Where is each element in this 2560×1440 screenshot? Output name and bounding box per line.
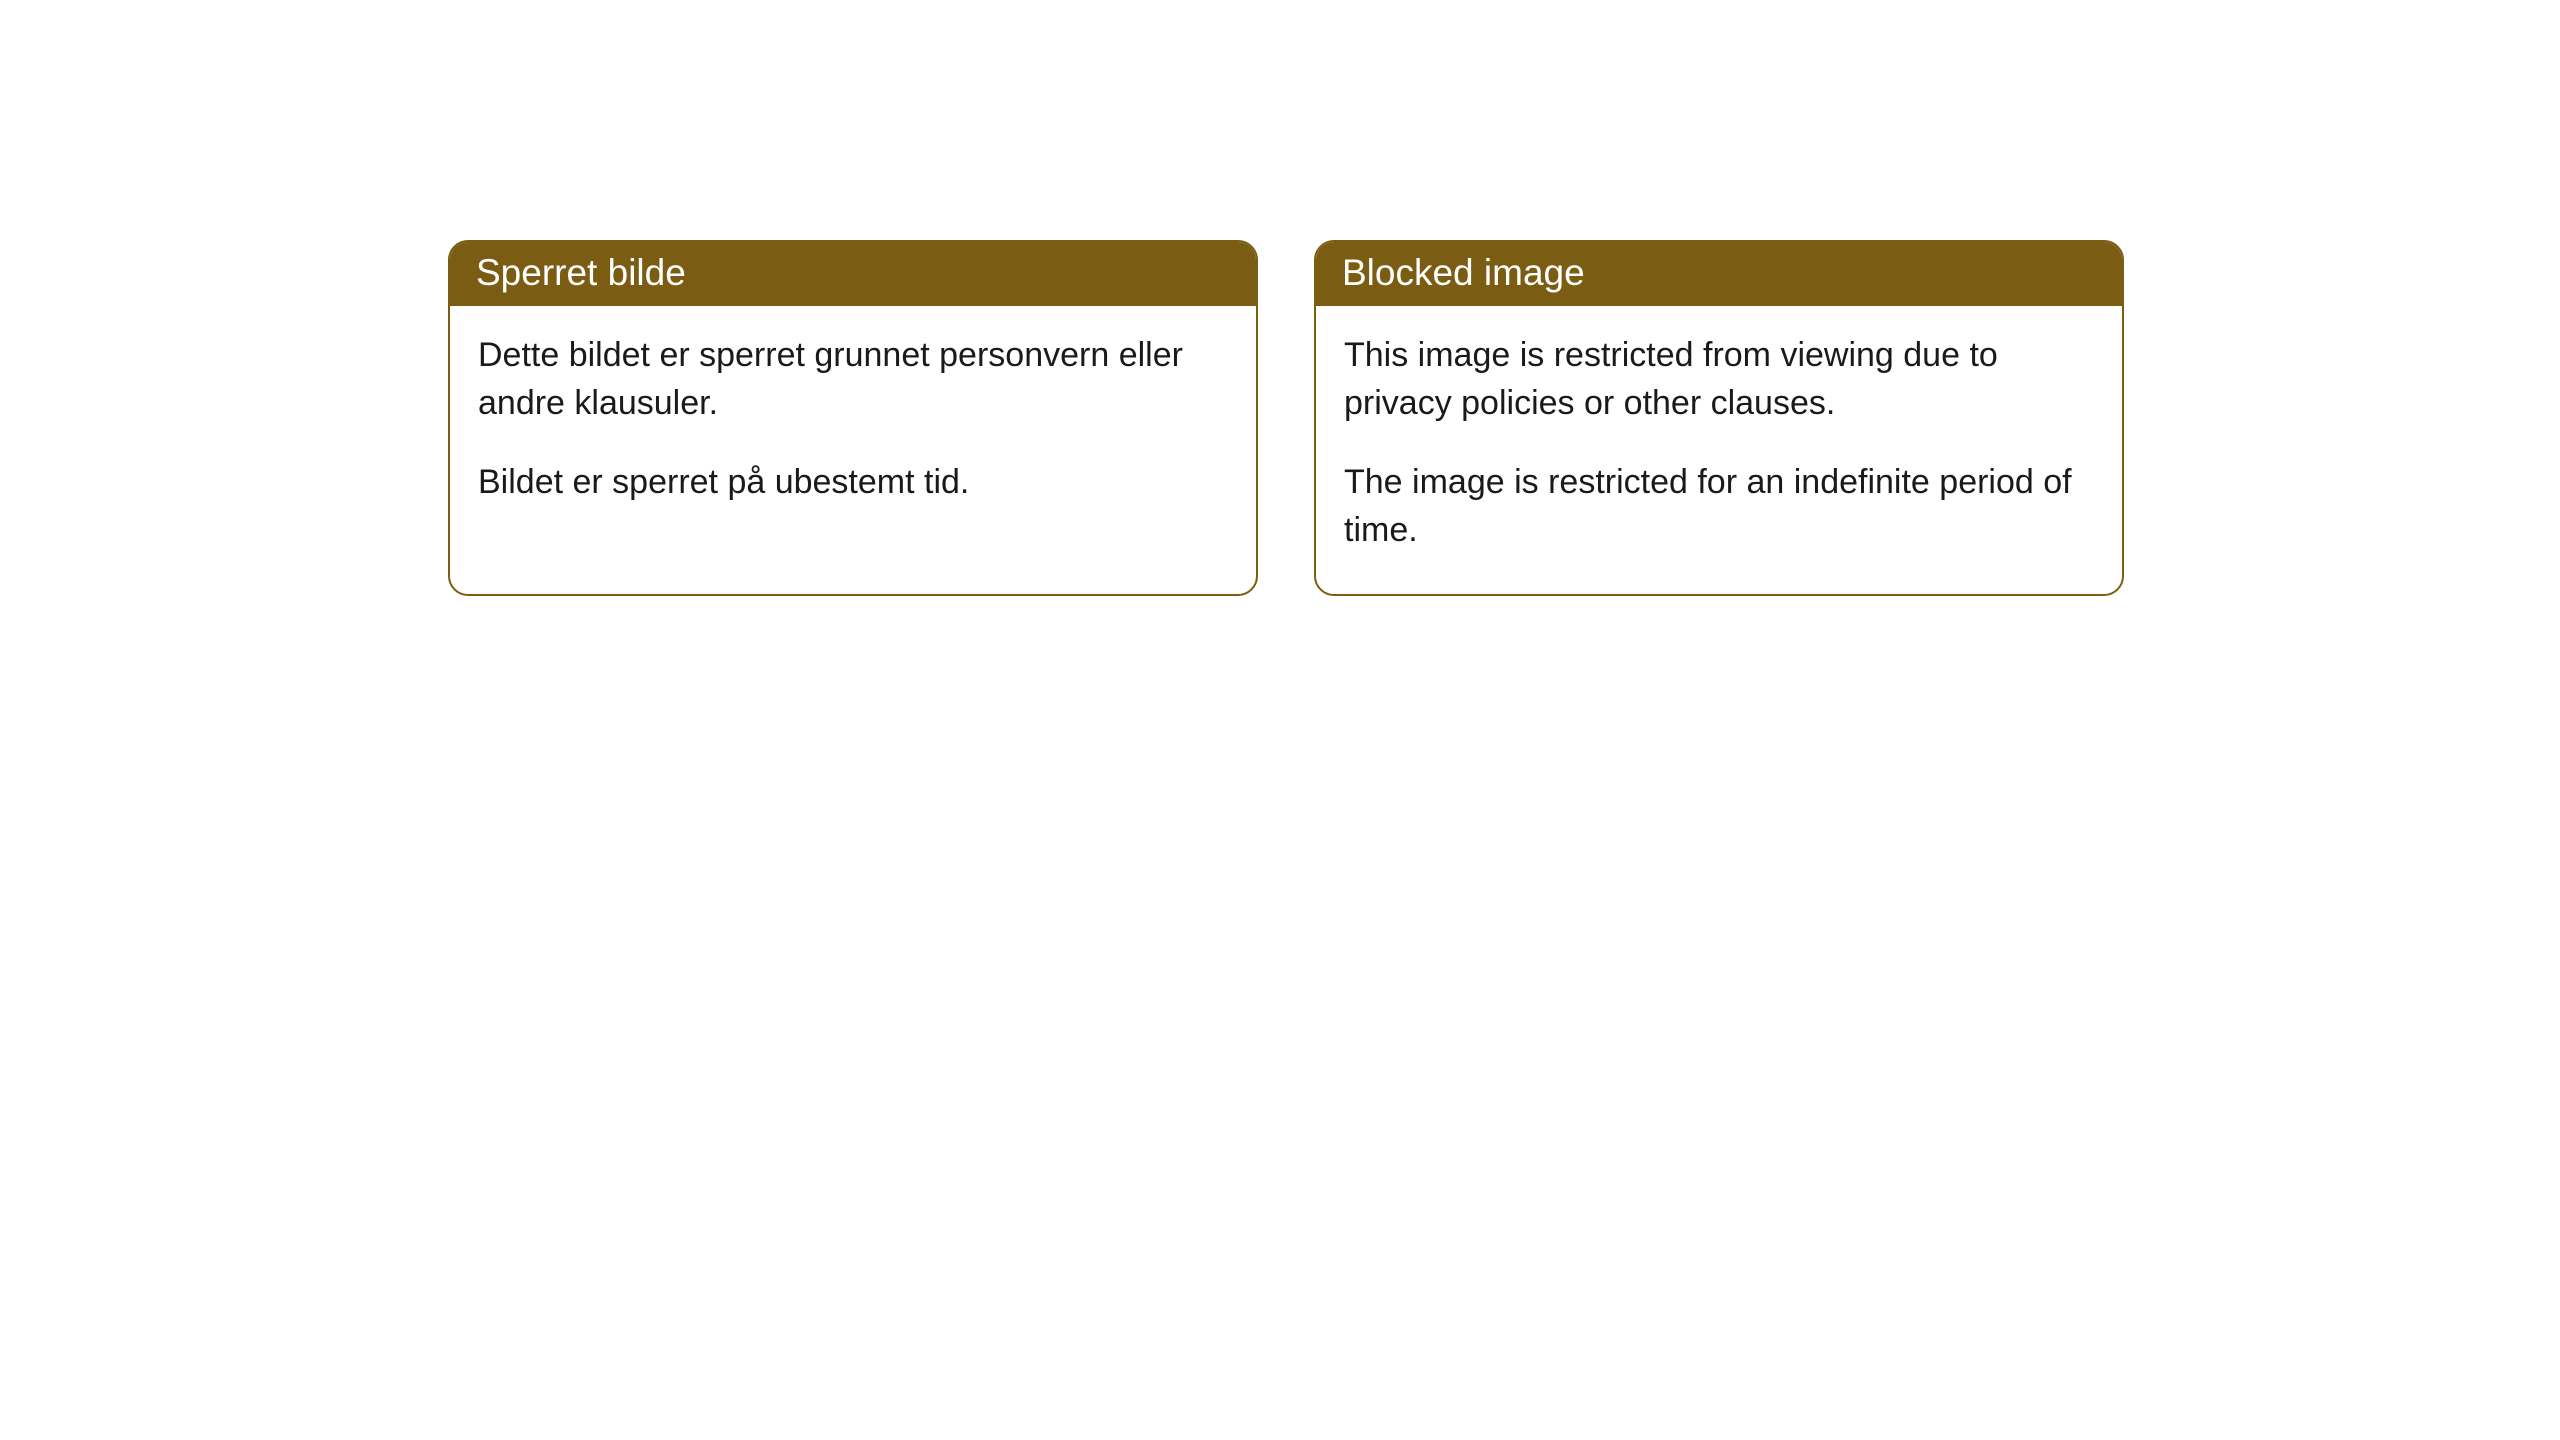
card-title: Sperret bilde [476,252,686,293]
card-header: Blocked image [1316,242,2122,306]
notice-cards-container: Sperret bilde Dette bildet er sperret gr… [448,240,2124,596]
card-paragraph: Dette bildet er sperret grunnet personve… [478,332,1228,427]
blocked-image-card-english: Blocked image This image is restricted f… [1314,240,2124,596]
card-title: Blocked image [1342,252,1585,293]
card-paragraph: The image is restricted for an indefinit… [1344,459,2094,554]
card-paragraph: Bildet er sperret på ubestemt tid. [478,459,1228,507]
card-paragraph: This image is restricted from viewing du… [1344,332,2094,427]
card-header: Sperret bilde [450,242,1256,306]
blocked-image-card-norwegian: Sperret bilde Dette bildet er sperret gr… [448,240,1258,596]
card-body: This image is restricted from viewing du… [1316,306,2122,594]
card-body: Dette bildet er sperret grunnet personve… [450,306,1256,547]
